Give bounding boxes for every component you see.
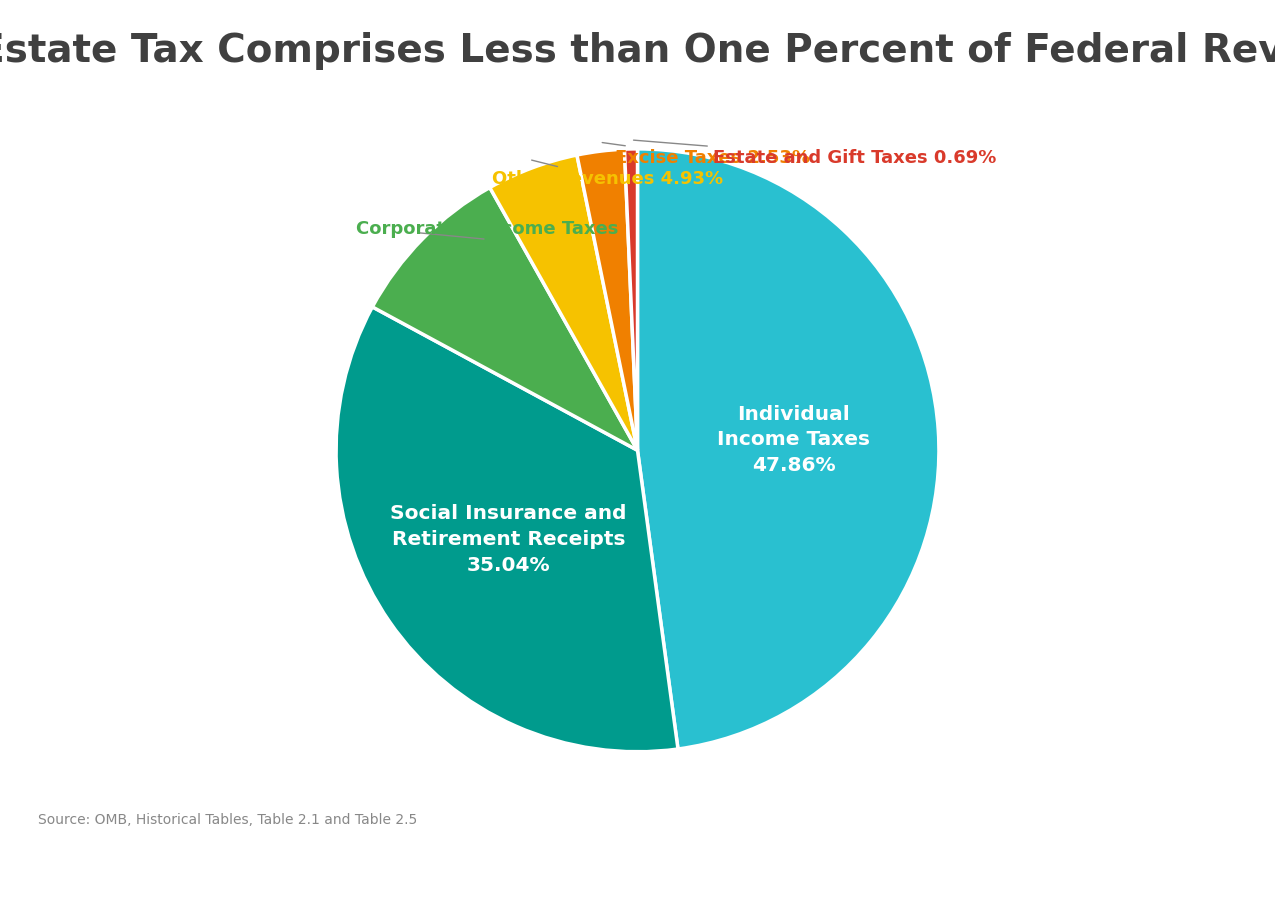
Text: Individual
Income Taxes
47.86%: Individual Income Taxes 47.86% [718, 404, 871, 475]
Wedge shape [638, 149, 938, 749]
Text: @TaxFoundation: @TaxFoundation [1044, 875, 1250, 894]
Wedge shape [372, 187, 638, 450]
Wedge shape [490, 155, 638, 450]
Wedge shape [337, 307, 678, 752]
Text: Social Insurance and
Retirement Receipts
35.04%: Social Insurance and Retirement Receipts… [390, 505, 627, 574]
Wedge shape [576, 149, 638, 450]
Text: Corporation Income Taxes
8.96%: Corporation Income Taxes 8.96% [356, 220, 618, 259]
Text: Estate and Gift Taxes 0.69%: Estate and Gift Taxes 0.69% [634, 140, 996, 167]
Wedge shape [625, 149, 638, 450]
Text: The Estate Tax Comprises Less than One Percent of Federal Revenue: The Estate Tax Comprises Less than One P… [0, 32, 1275, 70]
Text: Source: OMB, Historical Tables, Table 2.1 and Table 2.5: Source: OMB, Historical Tables, Table 2.… [38, 813, 417, 827]
Text: Other Revenues 4.93%: Other Revenues 4.93% [492, 160, 723, 188]
Text: Excise Taxes 2.53%: Excise Taxes 2.53% [602, 142, 811, 167]
Text: TAX FOUNDATION: TAX FOUNDATION [26, 875, 246, 894]
